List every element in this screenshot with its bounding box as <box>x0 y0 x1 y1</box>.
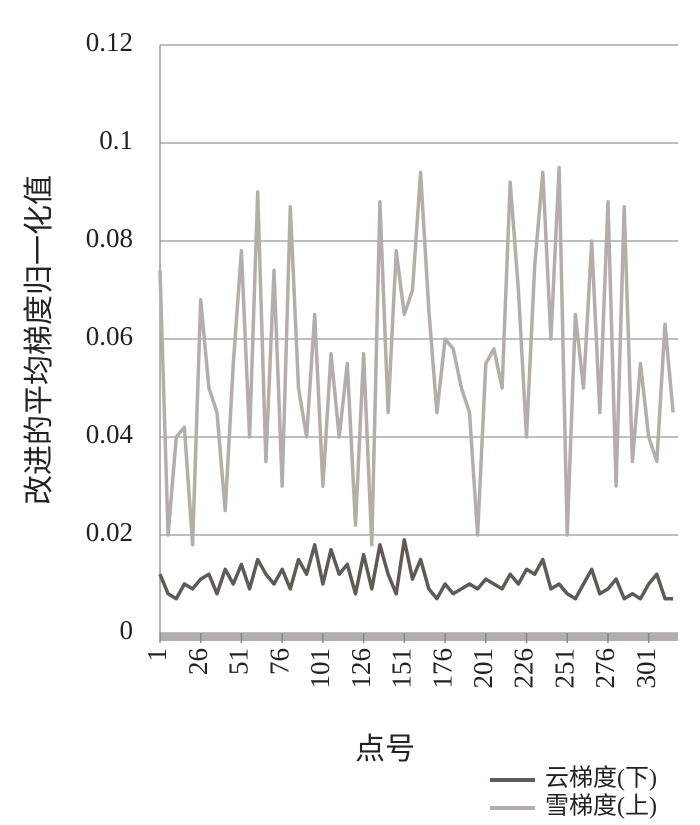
legend-label: 云梯度(下) <box>545 765 657 792</box>
x-tick-label: 101 <box>305 648 335 689</box>
x-tick-label: 151 <box>387 648 417 689</box>
y-tick-label: 0.08 <box>86 223 133 253</box>
y-tick-label: 0 <box>120 615 134 645</box>
x-tick-label: 51 <box>224 648 254 675</box>
x-tick-label: 76 <box>264 648 294 675</box>
x-tick-label: 26 <box>183 648 213 675</box>
y-axis-label: 改进的平均梯度归一化值 <box>23 175 56 505</box>
y-tick-label: 0.12 <box>86 27 133 57</box>
x-axis-label: 点号 <box>355 733 415 766</box>
legend-label: 雪梯度(上) <box>545 793 657 820</box>
x-tick-label: 251 <box>549 648 579 689</box>
x-tick-label: 126 <box>346 648 376 689</box>
line <box>158 538 674 601</box>
y-tick-label: 0.1 <box>99 125 133 155</box>
x-tick-label: 201 <box>468 648 498 689</box>
y-tick-label: 0.06 <box>86 321 133 351</box>
x-tick-label: 276 <box>590 648 620 689</box>
x-tick-band <box>160 633 678 641</box>
x-tick-label: 301 <box>631 648 661 689</box>
x-tick-label: 1 <box>142 648 172 662</box>
y-tick-label: 0.04 <box>86 419 134 449</box>
line <box>158 165 675 547</box>
x-tick-label: 176 <box>427 648 457 689</box>
y-tick-label: 0.02 <box>86 517 133 547</box>
x-tick-label: 226 <box>509 648 539 689</box>
